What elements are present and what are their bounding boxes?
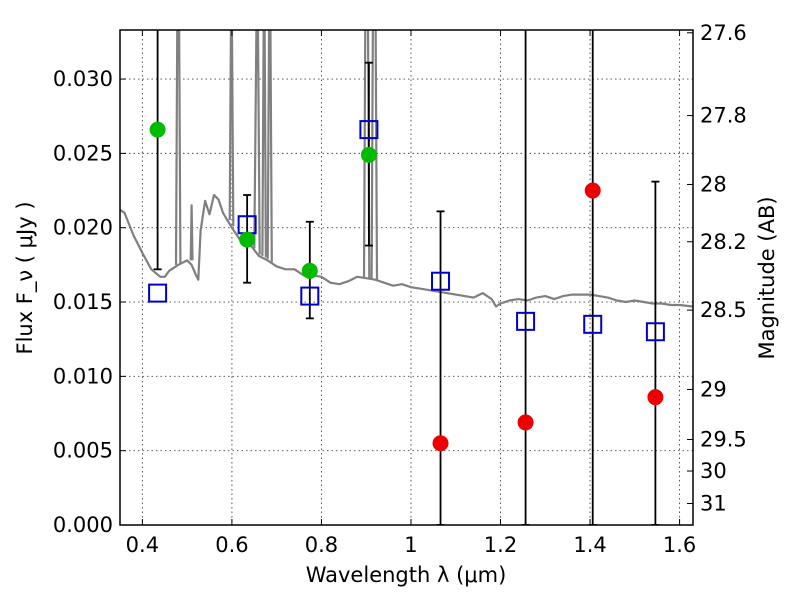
x-axis-title: Wavelength λ (μm): [306, 563, 507, 587]
model-square-marker: [300, 286, 320, 306]
axes-ticks: 0.4 0.6 0.8 1 1.2 1.4 1.6 0.000 0.005 0.010 0.015 0…: [53, 21, 747, 557]
spectrum-line: [189, 204, 194, 261]
plot-frame: [119, 29, 694, 526]
x-tick-label: 1.6: [663, 533, 696, 557]
plot-area: [120, 30, 693, 525]
y-tick-label: 0.020: [53, 216, 113, 240]
mag-tick-label: 29: [700, 377, 727, 401]
y-tick-label: 0.005: [53, 439, 113, 463]
mag-tick-label: 28: [700, 172, 727, 196]
x-tick-label: 1.2: [484, 533, 517, 557]
y-tick-label: 0.000: [53, 513, 113, 537]
y-tick-label: 0.010: [53, 364, 113, 388]
flux-circle-marker: [647, 389, 664, 406]
model-square-marker: [359, 120, 379, 140]
model-square-marker: [516, 311, 536, 331]
spectrum-line: [253, 30, 261, 255]
spectrum-line: [228, 30, 235, 227]
flux-circle-marker: [149, 121, 166, 138]
mag-tick-label: 29.5: [700, 427, 747, 451]
flux-circle-marker: [239, 231, 256, 248]
y-tick-label: 0.030: [53, 67, 113, 91]
spectrum-line: [120, 193, 693, 308]
grid: [120, 30, 693, 525]
y-axis-title: Flux F_ν ( μJy ): [13, 201, 38, 354]
x-tick-label: 1.4: [573, 533, 606, 557]
flux-circle-marker: [517, 414, 534, 431]
spectrum-line: [174, 30, 182, 265]
mag-tick-label: 27.8: [700, 104, 747, 128]
x-tick-label: 0.4: [126, 533, 159, 557]
x-tick-label: 1: [404, 533, 417, 557]
mag-tick-label: 30: [700, 459, 727, 483]
mag-tick-label: 27.6: [700, 21, 747, 45]
flux-circle-marker: [301, 262, 318, 279]
model-square-marker: [431, 271, 451, 291]
flux-circle-marker: [584, 182, 601, 199]
spectrum-line: [261, 30, 267, 258]
spectrum-line: [266, 30, 273, 262]
mag-tick-label: 28.2: [700, 230, 747, 254]
x-tick-label: 0.8: [305, 533, 338, 557]
flux-circle-marker: [360, 146, 377, 163]
y-tick-label: 0.025: [53, 141, 113, 165]
y-axis-right-title: Magnitude (AB): [755, 196, 779, 359]
y-tick-label: 0.015: [53, 290, 113, 314]
mag-tick-label: 31: [700, 492, 727, 516]
mag-tick-label: 28.5: [700, 298, 747, 322]
model-square-marker: [583, 314, 603, 334]
model-square-marker: [148, 283, 168, 303]
model-square-marker: [645, 322, 665, 342]
x-tick-label: 0.6: [215, 533, 248, 557]
flux-circle-marker: [432, 435, 449, 452]
